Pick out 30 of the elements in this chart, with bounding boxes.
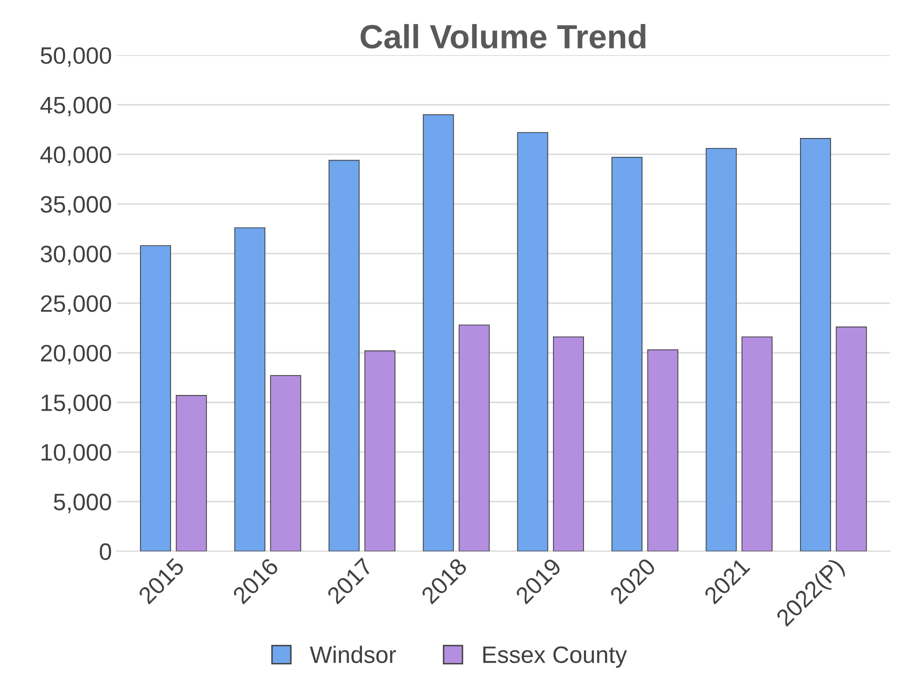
- bar: [706, 148, 737, 552]
- bar: [517, 132, 548, 552]
- legend-label: Windsor: [310, 646, 396, 664]
- bar: [800, 138, 832, 552]
- bar: [552, 336, 584, 552]
- y-tick-label: 20,000: [40, 344, 112, 364]
- bar: [234, 227, 266, 552]
- bar: [836, 326, 867, 552]
- bar: [176, 395, 207, 552]
- y-tick-label: 45,000: [40, 96, 112, 116]
- bar: [458, 324, 490, 552]
- y-tick-label: 50,000: [40, 47, 112, 67]
- bar: [140, 245, 172, 552]
- bar: [742, 336, 773, 552]
- y-tick-label: 10,000: [42, 444, 112, 464]
- bar: [328, 160, 360, 552]
- y-tick-label: 15,000: [42, 394, 112, 414]
- chart-title: Call Volume Trend: [360, 24, 646, 49]
- bar: [611, 156, 642, 552]
- bar: [270, 375, 302, 552]
- y-tick-label: 35,000: [40, 196, 112, 216]
- legend-label: Essex County: [483, 646, 627, 668]
- bar: [364, 350, 396, 552]
- y-tick-label: 0: [100, 543, 112, 560]
- bar: [647, 349, 678, 552]
- y-tick-label: 40,000: [40, 146, 112, 166]
- y-tick-label: 25,000: [40, 295, 112, 315]
- bar: [422, 114, 454, 552]
- y-tick-label: 5,000: [54, 494, 112, 514]
- y-tick-label: 30,000: [40, 246, 112, 266]
